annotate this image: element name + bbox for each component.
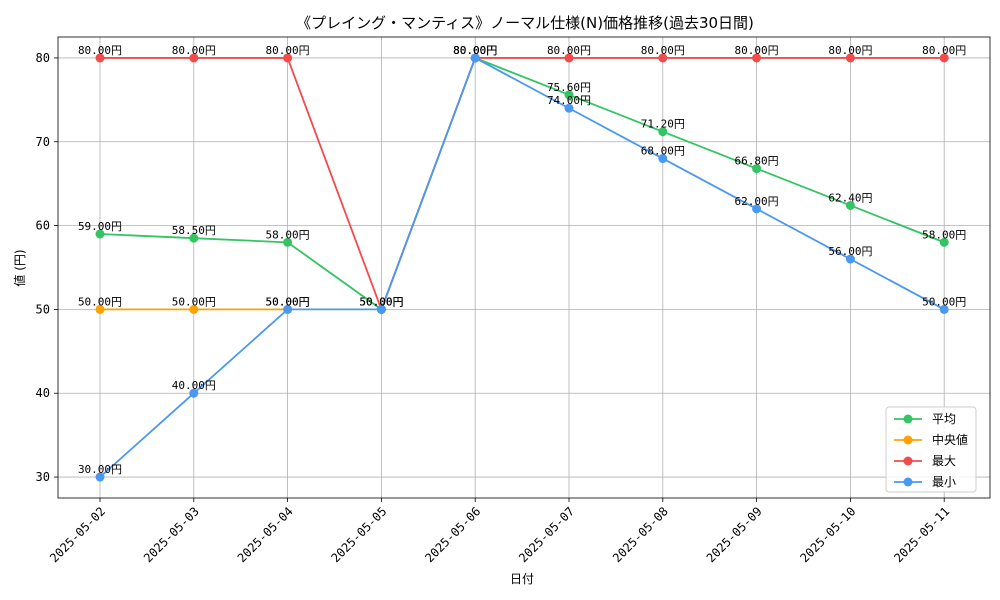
data-label: 80.00円 — [547, 44, 591, 57]
data-label: 58.00円 — [266, 228, 310, 241]
data-label: 50.00円 — [922, 295, 966, 308]
plot-frame — [57, 36, 991, 499]
data-point — [752, 53, 762, 63]
data-label: 56.00円 — [828, 245, 872, 258]
data-point — [283, 237, 293, 247]
data-point — [845, 254, 855, 264]
data-label: 80.00円 — [453, 44, 497, 57]
y-tick-label: 50 — [36, 302, 50, 316]
data-label: 80.00円 — [735, 44, 779, 57]
data-label: 50.00円 — [359, 295, 403, 308]
x-axis-label: 日付 — [510, 572, 534, 586]
data-label: 66.80円 — [735, 155, 779, 168]
data-point — [189, 388, 199, 398]
data-label: 80.00円 — [453, 44, 497, 57]
data-label: 68.00円 — [641, 145, 685, 158]
y-axis-label: 値 (円) — [12, 249, 27, 286]
data-point — [564, 90, 574, 100]
data-point — [939, 304, 949, 314]
data-label: 80.00円 — [78, 44, 122, 57]
data-point — [189, 304, 199, 314]
data-label: 80.00円 — [453, 44, 497, 57]
data-point — [658, 154, 668, 164]
data-point — [283, 304, 293, 314]
data-label: 80.00円 — [922, 44, 966, 57]
data-label: 40.00円 — [172, 379, 216, 392]
data-point — [658, 127, 668, 137]
data-point — [658, 53, 668, 63]
legend-marker — [903, 414, 913, 424]
legend-marker — [903, 456, 913, 466]
data-point — [470, 53, 480, 63]
data-label: 75.60円 — [547, 81, 591, 94]
data-point — [95, 472, 105, 482]
data-label: 50.00円 — [266, 295, 310, 308]
data-label: 58.50円 — [172, 224, 216, 237]
data-label: 50.00円 — [359, 295, 403, 308]
data-point — [752, 204, 762, 214]
data-point — [752, 164, 762, 174]
data-label: 58.00円 — [922, 228, 966, 241]
legend-label: 中央値 — [932, 432, 968, 447]
data-point — [845, 200, 855, 210]
legend-label: 平均 — [932, 412, 956, 426]
data-point — [95, 53, 105, 63]
data-label: 50.00円 — [78, 295, 122, 308]
data-point — [564, 103, 574, 113]
data-label: 62.40円 — [828, 191, 872, 204]
data-point — [95, 304, 105, 314]
legend-label: 最大 — [932, 454, 956, 468]
data-label: 80.00円 — [172, 44, 216, 57]
data-point — [939, 237, 949, 247]
data-point — [845, 53, 855, 63]
data-label: 74.00円 — [547, 94, 591, 107]
data-point — [939, 53, 949, 63]
y-tick-label: 70 — [36, 135, 50, 149]
data-label: 80.00円 — [828, 44, 872, 57]
data-point — [283, 53, 293, 63]
data-label: 80.00円 — [641, 44, 685, 57]
data-point — [95, 229, 105, 239]
data-point — [564, 53, 574, 63]
series-line-2 — [100, 57, 945, 312]
data-label: 50.00円 — [172, 295, 216, 308]
legend-marker — [903, 435, 913, 445]
data-label: 71.20円 — [641, 118, 685, 131]
data-point — [376, 304, 386, 314]
data-label: 50.00円 — [266, 295, 310, 308]
data-label: 80.00円 — [266, 44, 310, 57]
y-tick-label: 80 — [36, 51, 50, 65]
legend-label: 最小 — [932, 475, 956, 489]
data-label: 59.00円 — [78, 220, 122, 233]
data-point — [189, 53, 199, 63]
series-line-0 — [99, 56, 945, 311]
y-tick-label: 40 — [36, 386, 50, 400]
data-label: 62.00円 — [735, 195, 779, 208]
data-label: 30.00円 — [78, 463, 122, 476]
data-point — [189, 233, 199, 243]
chart-title: 《プレイング・マンティス》ノーマル仕様(N)価格推移(過去30日間) — [296, 14, 754, 32]
series-line-3 — [99, 56, 945, 478]
legend-box — [885, 406, 977, 493]
y-tick-label: 30 — [36, 470, 50, 484]
legend-marker — [903, 477, 913, 487]
y-tick-label: 60 — [36, 219, 50, 233]
data-label: 50.00円 — [359, 295, 403, 308]
